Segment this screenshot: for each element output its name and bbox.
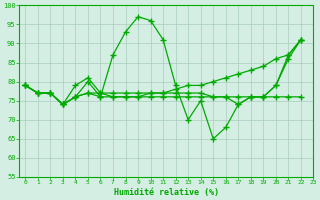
X-axis label: Humidité relative (%): Humidité relative (%) [114, 188, 219, 197]
